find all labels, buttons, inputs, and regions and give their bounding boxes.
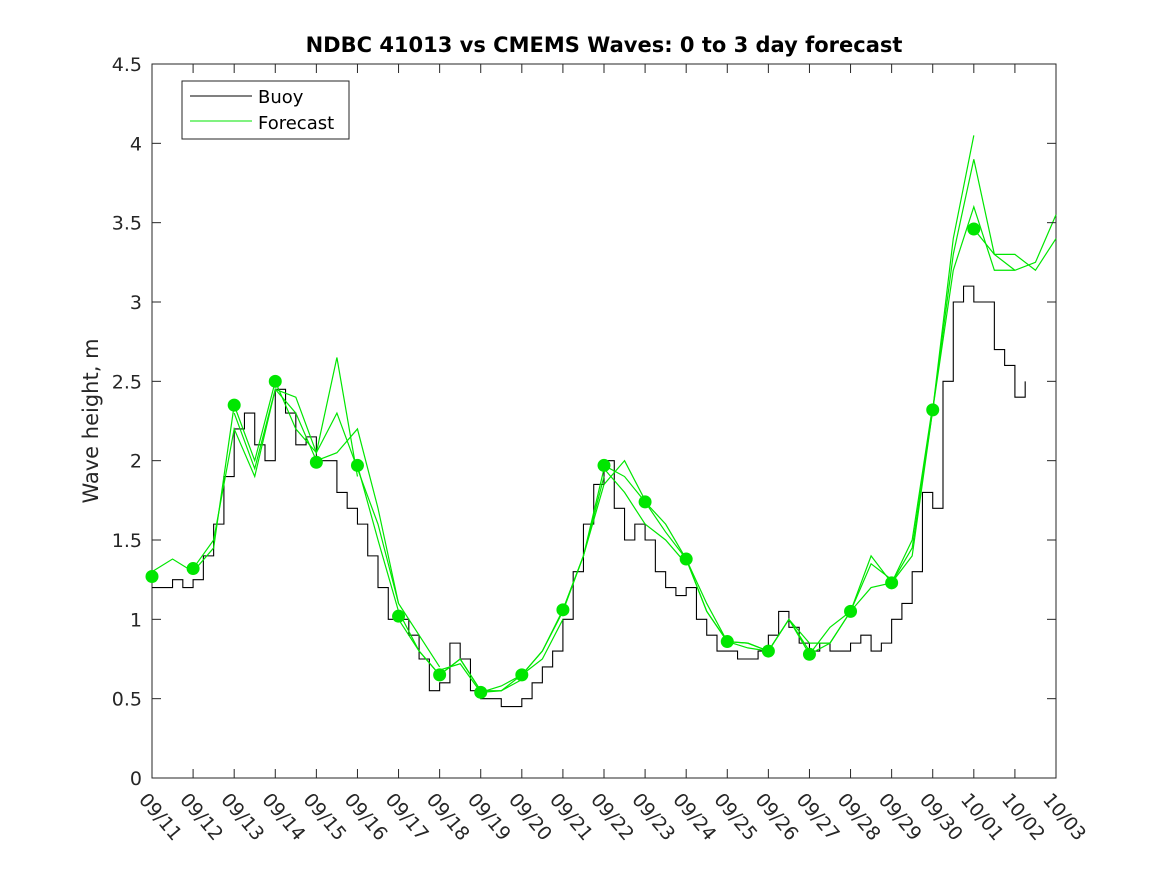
chart-title: NDBC 41013 vs CMEMS Waves: 0 to 3 day fo… [306,33,903,57]
y-axis-label: Wave height, m [79,338,103,503]
forecast-run-line [316,427,441,668]
forecast-point [885,576,899,590]
plot-area [145,63,1057,779]
y-tick-label: 1.5 [112,530,142,552]
forecast-point [350,458,364,472]
forecast-point [392,609,406,623]
y-tick-label: 3.5 [112,213,142,235]
forecast-run-line [192,387,317,569]
forecast-run-line [932,204,1057,410]
forecast-run-line [808,405,934,655]
forecast-run-line [151,381,276,573]
forecast-run-line [973,228,1057,272]
legend-buoy-label: Buoy [258,87,304,108]
forecast-series [151,135,1057,693]
forecast-run-line [562,467,687,611]
legend-box [181,80,350,140]
y-tick-label: 4 [130,133,142,155]
y-tick-label: 0.5 [112,689,142,711]
y-tick-label: 0 [130,768,142,790]
forecast-point [556,603,570,617]
y-axis: 0 0.5 1 1.5 2 2.5 3 3.5 4 4.5 [112,54,1056,790]
buoy-line [152,285,1026,708]
forecast-point [638,495,652,509]
forecast-point [679,552,693,566]
forecast-point [844,604,858,618]
legend-forecast-label: Forecast [258,113,334,134]
forecast-point [720,635,734,649]
forecast-point [802,647,816,661]
y-tick-label: 2.5 [112,371,142,393]
plot-frame [151,63,1057,779]
forecast-run-line [233,357,359,477]
y-tick-label: 1 [130,609,142,631]
forecast-run-line [439,619,564,693]
forecast-point [474,685,488,699]
forecast-run-line [274,381,400,604]
buoy-series [152,285,1026,708]
forecast-point [227,398,241,412]
forecast-run-line [850,135,975,612]
forecast-point [597,458,611,472]
forecast-point [967,222,981,236]
forecast-point [186,562,200,576]
legend: Buoy Forecast [181,80,350,140]
forecast-point [268,374,282,388]
forecast-point [761,644,775,658]
forecast-point [926,403,940,417]
forecast-run-line [767,562,893,656]
forecast-markers [145,222,981,699]
forecast-point [433,668,447,682]
y-tick-label: 4.5 [112,54,142,76]
forecast-point [309,455,323,469]
y-tick-label: 3 [130,292,142,314]
forecast-point [145,569,159,583]
y-tick-label: 2 [130,451,142,473]
forecast-point [515,668,529,682]
